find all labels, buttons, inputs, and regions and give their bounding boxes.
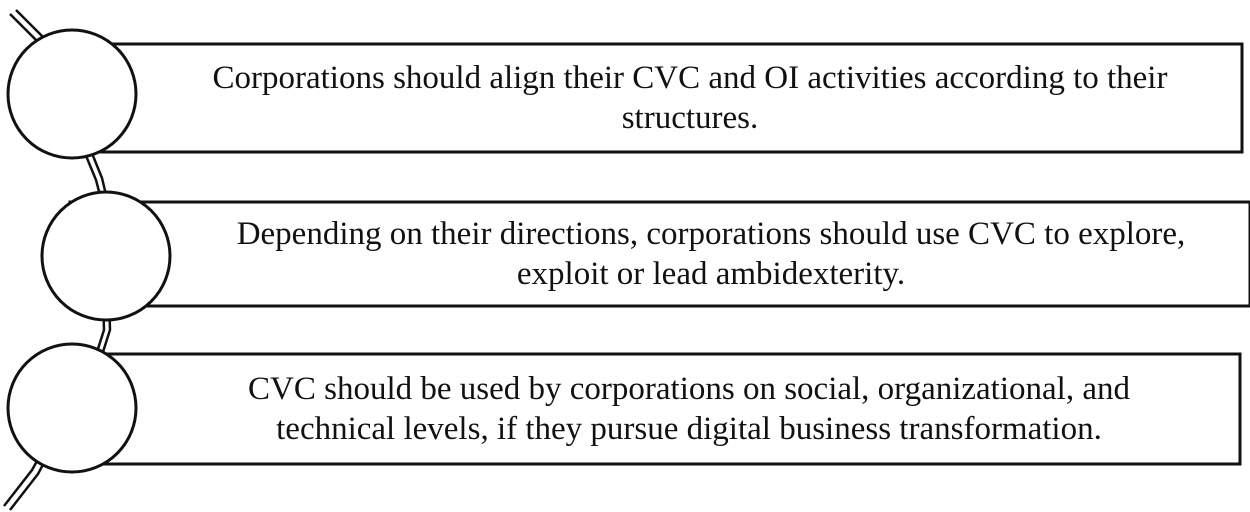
step-3-text: CVC should be used by corporations on so… — [248, 371, 1130, 447]
step-1-circle — [6, 28, 138, 160]
step-2-text: Depending on their directions, corporati… — [236, 216, 1186, 292]
step-2-circle — [40, 190, 172, 322]
step-2-text-container: Depending on their directions, corporati… — [174, 204, 1248, 304]
step-2-box — [68, 200, 1250, 308]
step-1-text: Corporations should align their CVC and … — [212, 60, 1168, 136]
step-1-text-container: Corporations should align their CVC and … — [140, 46, 1240, 150]
step-3-text-container: CVC should be used by corporations on so… — [140, 356, 1238, 462]
step-3-circle — [6, 342, 138, 474]
